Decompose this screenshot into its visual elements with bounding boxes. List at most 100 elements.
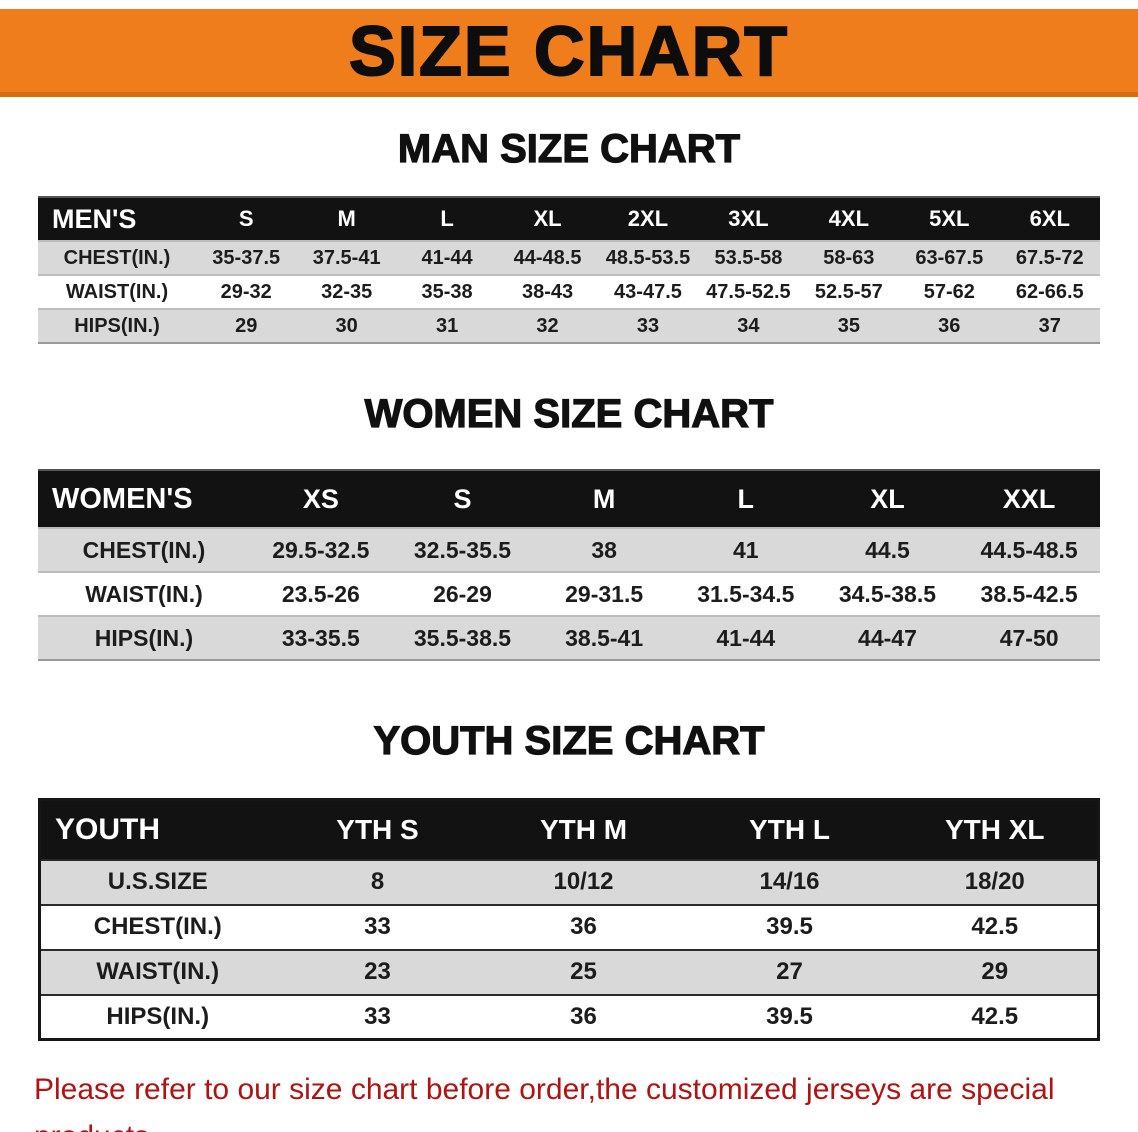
size-column-header: 5XL [899, 197, 1000, 241]
size-value: 58-63 [823, 246, 875, 269]
table-row: WAIST(IN.) 23.5-26 26-29 29-31.5 31.5-34.5 34… [38, 572, 1100, 616]
size-value: 41-44 [421, 246, 473, 269]
size-value: 26-29 [433, 580, 492, 607]
row-label: CHEST(IN.) [82, 536, 206, 563]
size-value: 8 [370, 868, 385, 895]
row-label: HIPS(IN.) [106, 1002, 210, 1030]
size-value: 39.5 [766, 913, 813, 940]
size-column-header: L [396, 197, 498, 241]
size-value: 62-66.5 [1015, 280, 1084, 303]
size-value: 47-50 [999, 624, 1059, 651]
size-value: 47.5-52.5 [706, 280, 791, 303]
size-value: 63-67.5 [915, 246, 984, 269]
size-value: 36 [570, 1002, 597, 1030]
size-value: 38 [591, 536, 617, 563]
size-column-header: S [196, 197, 297, 241]
size-value: 57-62 [923, 280, 975, 303]
size-value: 35.5-38.5 [413, 624, 512, 651]
row-label: HIPS(IN.) [74, 314, 160, 337]
table-row: U.S.SIZE 8 10/12 14/16 18/20 [39, 859, 1099, 905]
size-value: 44.5 [865, 536, 910, 563]
youth-size-chart-heading: YOUTH SIZE CHART [373, 718, 765, 763]
size-value: 29.5-32.5 [272, 536, 370, 563]
men-size-chart-heading: MAN SIZE CHART [397, 126, 741, 171]
table-header-row: WOMEN'S XS S M L XL XXL [38, 470, 1100, 528]
table-row: HIPS(IN.) 29 30 31 32 33 34 35 36 37 [38, 309, 1100, 343]
size-value: 39.5 [766, 1002, 813, 1030]
table-row: CHEST(IN.) 33 36 39.5 42.5 [39, 904, 1099, 950]
row-label: HIPS(IN.) [94, 624, 194, 651]
size-value: 44-47 [858, 624, 917, 651]
size-column-header: 4XL [798, 197, 900, 241]
size-column-header: 3XL [698, 197, 799, 241]
size-column-header: M [533, 470, 675, 528]
size-value: 18/20 [964, 868, 1025, 895]
table-title-cell: WOMEN'S [38, 470, 250, 528]
row-label: CHEST(IN.) [93, 913, 222, 940]
size-value: 42.5 [971, 1002, 1019, 1030]
footer-note: Please refer to our size chart before or… [0, 1067, 1138, 1132]
size-column-header: XXL [958, 470, 1100, 528]
size-value: 67.5-72 [1015, 246, 1084, 269]
size-value: 53.5-58 [714, 246, 783, 269]
size-value: 23 [364, 958, 391, 985]
size-value: 31 [435, 314, 459, 337]
size-value: 35 [837, 314, 860, 337]
page-title: SIZE CHART [348, 11, 789, 91]
size-column-header: 2XL [597, 197, 699, 241]
row-label: CHEST(IN.) [63, 246, 171, 269]
size-value: 38-43 [521, 280, 574, 303]
size-value: 32-35 [321, 280, 373, 303]
size-value: 29-32 [220, 280, 272, 303]
size-column-header: M [296, 197, 397, 241]
table-row: CHEST(IN.) 29.5-32.5 32.5-35.5 38 41 44.5 44.5… [38, 528, 1100, 572]
size-value: 34.5-38.5 [838, 580, 937, 607]
women-size-table: WOMEN'S XS S M L XL XXL CHEST(IN.) 29.5-32.5 32.5… [38, 469, 1100, 661]
size-column-header: YTH S [274, 799, 481, 860]
banner: SIZE CHART [0, 9, 1138, 97]
size-column-header: YTH M [480, 799, 687, 860]
youth-size-table: YOUTH YTH S YTH M YTH L YTH XL U.S.SIZE 8 10/12… [38, 798, 1100, 1041]
note-line-1: Please refer to our size chart before or… [34, 1073, 1055, 1132]
size-column-header: L [674, 470, 817, 528]
table-row: WAIST(IN.) 29-32 32-35 35-38 38-43 43-47.5 47.… [38, 275, 1100, 309]
size-value: 48.5-53.5 [605, 246, 691, 269]
size-value: 38.5-41 [565, 624, 644, 651]
men-size-table: MEN'S S M L XL 2XL 3XL 4XL 5XL 6XL CHEST(IN.) 35-37… [38, 196, 1100, 344]
size-value: 33 [364, 913, 391, 940]
size-value: 31.5-34.5 [697, 580, 795, 607]
size-value: 52.5-57 [814, 280, 883, 303]
size-value: 29 [235, 314, 258, 337]
size-value: 42.5 [971, 913, 1019, 940]
size-value: 32 [536, 314, 559, 337]
row-label: U.S.SIZE [107, 868, 208, 895]
size-value: 37.5-41 [312, 246, 381, 269]
table-header-row: MEN'S S M L XL 2XL 3XL 4XL 5XL 6XL [38, 197, 1100, 241]
women-size-section: WOMEN SIZE CHART WOMEN'S XS S M L XL XXL CHEST(… [0, 391, 1138, 661]
table-row: WAIST(IN.) 23 25 27 29 [39, 949, 1099, 995]
size-value: 41 [733, 536, 759, 563]
size-value: 36 [938, 314, 961, 337]
size-value: 43-47.5 [614, 280, 682, 303]
size-value: 25 [570, 958, 597, 985]
table-row: HIPS(IN.) 33-35.5 35.5-38.5 38.5-41 41-44 44-… [38, 616, 1100, 660]
size-value: 27 [776, 958, 803, 985]
size-value: 41-44 [716, 624, 776, 651]
size-column-header: YTH L [686, 799, 893, 860]
size-value: 44-48.5 [513, 246, 582, 269]
row-label: WAIST(IN.) [65, 280, 169, 303]
size-value: 32.5-35.5 [413, 536, 512, 563]
size-value: 36 [570, 913, 597, 940]
size-value: 30 [335, 314, 358, 337]
table-header-row: YOUTH YTH S YTH M YTH L YTH XL [39, 799, 1099, 860]
size-column-header: 6XL [999, 197, 1100, 241]
size-value: 44.5-48.5 [980, 536, 1078, 563]
size-column-header: XS [250, 470, 392, 528]
size-column-header: XL [816, 470, 959, 528]
size-value: 35-37.5 [212, 246, 281, 269]
size-column-header: S [391, 470, 534, 528]
size-value: 29-31.5 [565, 580, 644, 607]
size-value: 10/12 [553, 868, 614, 895]
size-column-header: YTH XL [892, 799, 1099, 860]
